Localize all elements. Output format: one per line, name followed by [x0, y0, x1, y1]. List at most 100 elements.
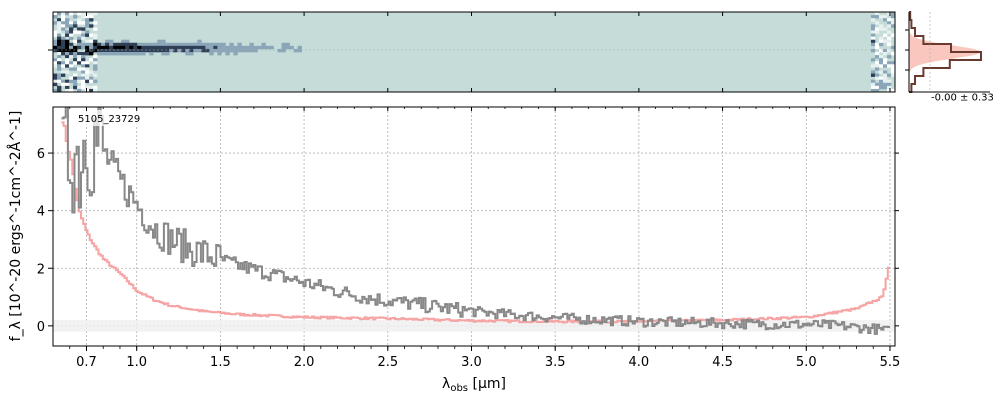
- heatmap-cell: [185, 48, 190, 53]
- heatmap-cell: [57, 58, 62, 62]
- heatmap-cell: [141, 48, 146, 53]
- spectrum-2d-heatmap: [53, 12, 896, 93]
- heatmap-cell: [69, 88, 74, 93]
- heatmap-cell: [57, 12, 62, 16]
- heatmap-cell: [85, 21, 90, 25]
- heatmap-cell: [77, 18, 82, 22]
- heatmap-cell: [85, 76, 90, 80]
- heatmap-cell: [213, 45, 218, 50]
- heatmap-cell: [886, 30, 892, 34]
- heatmap-cell: [890, 18, 896, 22]
- heatmap-cell: [105, 52, 110, 56]
- heatmap-cell: [886, 18, 892, 22]
- heatmap-cell: [882, 39, 888, 44]
- heatmap-cell: [870, 82, 876, 87]
- heatmap-cell: [886, 73, 892, 77]
- heatmap-cell: [93, 88, 98, 93]
- heatmap-cell: [81, 70, 86, 74]
- heatmap-cell: [153, 45, 158, 50]
- heatmap-cell: [886, 42, 892, 47]
- heatmap-cell: [293, 48, 298, 53]
- spectrum-2d-ticks: [48, 12, 891, 92]
- x-axis-label-sub: obs: [450, 383, 468, 394]
- heatmap-cell: [89, 18, 94, 22]
- heatmap-cell: [137, 42, 142, 47]
- heatmap-cell: [61, 48, 66, 53]
- heatmap-cell: [890, 67, 896, 71]
- heatmap-cell: [878, 64, 884, 68]
- heatmap-cell: [189, 45, 194, 50]
- heatmap-cell: [69, 52, 74, 56]
- heatmap-cell: [61, 39, 66, 44]
- heatmap-cell: [113, 48, 118, 53]
- heatmap-cell: [217, 45, 222, 50]
- x-axis-label-main: λ: [442, 376, 450, 392]
- heatmap-cell: [193, 42, 198, 47]
- heatmap-cell: [257, 45, 262, 50]
- heatmap-cell: [882, 15, 888, 19]
- heatmap-cell: [61, 27, 66, 31]
- heatmap-cell: [157, 45, 162, 50]
- heatmap-cell: [69, 27, 74, 31]
- heatmap-cell: [205, 42, 210, 47]
- heatmap-cell: [874, 64, 880, 68]
- heatmap-cell: [890, 33, 896, 37]
- heatmap-cell: [93, 36, 98, 40]
- heatmap-cell: [69, 12, 74, 16]
- heatmap-cell: [93, 48, 98, 53]
- x-tick-label: 5.0: [796, 355, 817, 370]
- heatmap-cell: [281, 48, 286, 53]
- heatmap-cell: [53, 33, 58, 37]
- heatmap-cell: [149, 52, 154, 56]
- heatmap-cell: [81, 64, 86, 68]
- heatmap-cell: [61, 36, 66, 40]
- heatmap-cell: [201, 48, 206, 53]
- heatmap-cell: [882, 27, 888, 31]
- heatmap-cell: [870, 24, 876, 28]
- heatmap-cell: [874, 67, 880, 71]
- heatmap-cell: [217, 42, 222, 47]
- spectrum-2d-panel: [48, 11, 896, 93]
- heatmap-cell: [93, 12, 98, 16]
- heatmap-cell: [121, 39, 126, 44]
- heatmap-cell: [53, 76, 58, 80]
- heatmap-cell: [201, 45, 206, 50]
- heatmap-cell: [65, 12, 70, 16]
- heatmap-cell: [73, 52, 78, 56]
- heatmap-cell: [233, 48, 238, 53]
- heatmap-cell: [81, 82, 86, 87]
- heatmap-cell: [189, 52, 194, 56]
- heatmap-cell: [870, 42, 876, 47]
- heatmap-cell: [105, 48, 110, 53]
- heatmap-cell: [61, 79, 66, 84]
- heatmap-cell: [145, 45, 150, 50]
- heatmap-cell: [77, 36, 82, 40]
- heatmap-cell: [69, 55, 74, 59]
- histogram-marks: [905, 11, 982, 93]
- heatmap-cell: [197, 42, 202, 47]
- heatmap-cell: [169, 42, 174, 47]
- heatmap-cell: [165, 45, 170, 50]
- heatmap-cell: [882, 33, 888, 37]
- heatmap-cell: [153, 42, 158, 47]
- heatmap-cell: [81, 85, 86, 90]
- heatmap-cell: [870, 18, 876, 22]
- heatmap-cell: [205, 48, 210, 53]
- heatmap-cell: [61, 61, 66, 65]
- heatmap-cell: [221, 42, 226, 47]
- heatmap-cell: [73, 24, 78, 28]
- heatmap-cell: [53, 39, 58, 44]
- heatmap-cell: [65, 45, 70, 50]
- heatmap-cell: [890, 24, 896, 28]
- spectrum-1d-panel: 5105_23729 0.7 1.0 1.5 2.0 2.5 3.0 3.5 4.0 4.5 5.…: [7, 106, 900, 394]
- heatmap-cell: [57, 36, 62, 40]
- heatmap-cell: [61, 70, 66, 74]
- heatmap-cell: [69, 36, 74, 40]
- heatmap-cell: [53, 79, 58, 84]
- heatmap-cell: [81, 12, 86, 16]
- heatmap-cell: [874, 21, 880, 25]
- heatmap-cell: [85, 18, 90, 22]
- heatmap-cell: [882, 48, 888, 53]
- heatmap-cell: [57, 55, 62, 59]
- heatmap-cell: [117, 52, 122, 56]
